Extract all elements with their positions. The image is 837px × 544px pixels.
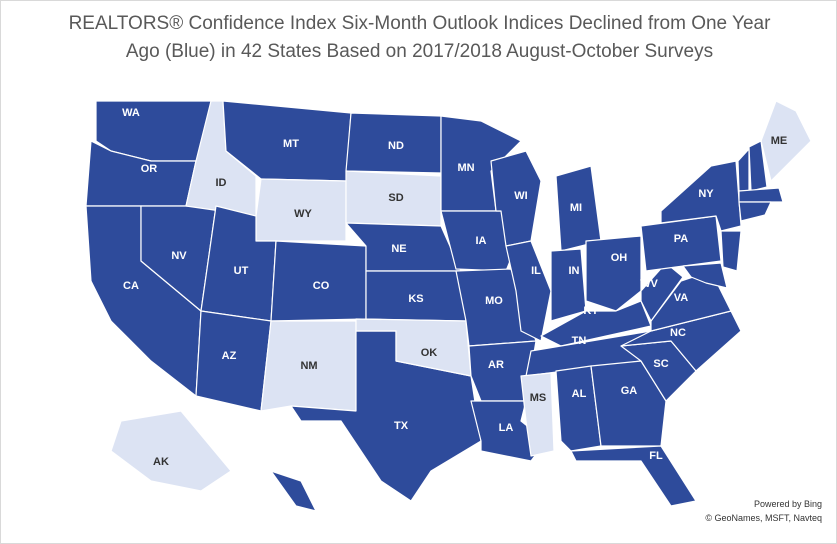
state-label: MS: [530, 392, 547, 404]
state-label: NV: [171, 250, 187, 262]
state-label: TX: [394, 420, 409, 432]
state-label: VA: [674, 292, 689, 304]
state-label: MN: [457, 162, 474, 174]
state-shape: [737, 148, 750, 192]
state-label: CA: [123, 280, 139, 292]
state-label: MO: [485, 295, 503, 307]
state-label: NC: [670, 327, 686, 339]
state-label: AL: [572, 388, 587, 400]
state-label: WI: [514, 190, 527, 202]
state-label: UT: [234, 265, 249, 277]
state-label: SD: [388, 192, 403, 204]
state-label: IA: [476, 235, 487, 247]
state-label: GA: [621, 385, 638, 397]
state-shape: [570, 445, 697, 507]
state-label: AZ: [222, 350, 237, 362]
state-label: FL: [649, 450, 663, 462]
state-shape: [555, 365, 602, 452]
state-label: NM: [300, 360, 317, 372]
state-shape: [550, 248, 587, 322]
state-label: PA: [674, 233, 689, 245]
state-shape: [590, 360, 667, 447]
state-shape: [738, 201, 772, 222]
state-label: WA: [122, 107, 140, 119]
state-shape: [748, 140, 768, 192]
state-shape: [650, 270, 732, 332]
state-shape: [110, 410, 232, 492]
state-label: ME: [771, 135, 788, 147]
state-label: IN: [569, 265, 580, 277]
title-line: Ago (Blue) in 42 States Based on 2017/20…: [125, 41, 714, 62]
unlabeled-states: [270, 140, 784, 512]
state-label: AR: [488, 359, 504, 371]
state-label: ND: [388, 140, 404, 152]
state-label: IL: [531, 265, 541, 277]
state-label: CO: [313, 280, 330, 292]
state-shape: [505, 240, 552, 342]
state-shape: [585, 235, 642, 312]
title-line: REALTORS® Confidence Index Six-Month Out…: [68, 13, 771, 34]
state-label: NE: [391, 243, 406, 255]
state-label: OR: [141, 163, 158, 175]
state-label: TN: [572, 335, 587, 347]
state-shape: [760, 100, 812, 182]
state-label: NY: [698, 188, 714, 200]
state-shape: [255, 178, 347, 242]
state-label: KS: [408, 293, 423, 305]
state-label: KY: [583, 305, 599, 317]
state-label: MT: [283, 138, 299, 150]
attribution: © GeoNames, MSFT, Navteq: [705, 513, 822, 523]
state-shape: [682, 262, 728, 289]
state-label: OK: [421, 347, 438, 359]
attribution: Powered by Bing: [753, 499, 822, 509]
state-label: ID: [216, 177, 227, 189]
state-shape: [720, 230, 742, 272]
state-shape: [660, 160, 742, 232]
state-shape: [738, 187, 784, 203]
state-label: OH: [611, 252, 628, 264]
state-label: MI: [570, 202, 582, 214]
state-label: WV: [640, 278, 658, 290]
state-shape: [520, 372, 555, 457]
state-label: LA: [499, 422, 514, 434]
state-shape: [270, 470, 317, 512]
state-label: AK: [153, 456, 169, 468]
state-label: WY: [294, 208, 312, 220]
state-label: SC: [653, 358, 668, 370]
